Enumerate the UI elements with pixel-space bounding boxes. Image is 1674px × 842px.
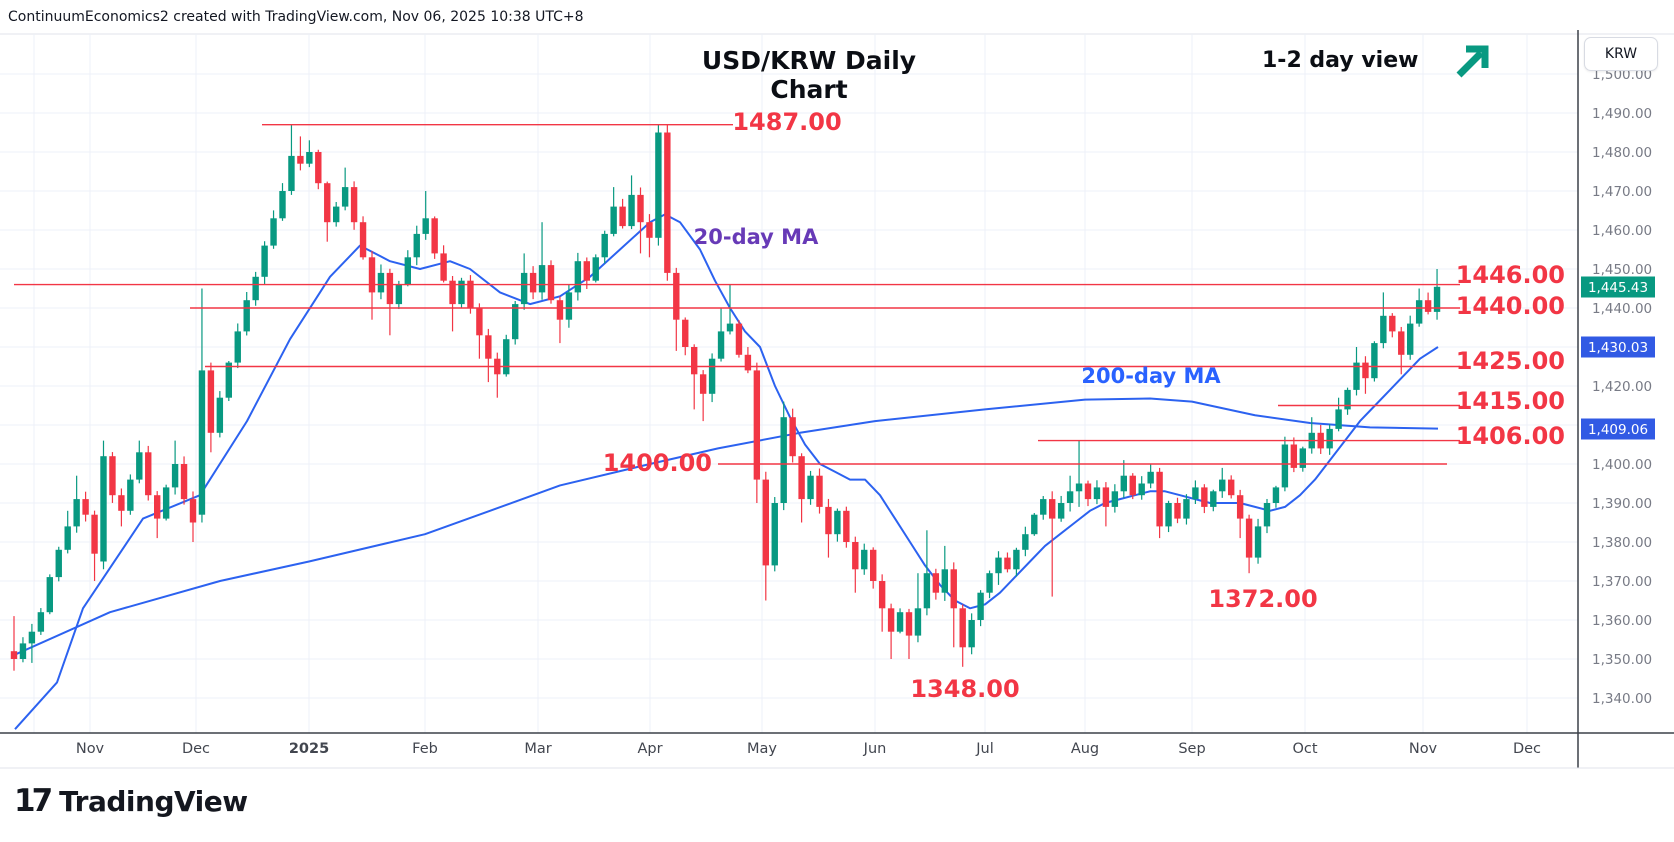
- price-axis-label: 1,400.00: [1592, 457, 1652, 473]
- last-value-badge: 1,445.43: [1588, 280, 1648, 296]
- ma-200-line: [13, 397, 1439, 657]
- time-axis-label: Nov: [76, 741, 105, 757]
- time-axis-label: 2025: [289, 741, 329, 757]
- tradingview-brand-text: TradingView: [59, 784, 248, 818]
- price-axis-label: 1,460.00: [1592, 223, 1652, 239]
- ma-labels: 20-day MA 200-day MA: [694, 225, 1222, 388]
- time-axis-label: Jun: [863, 741, 887, 757]
- price-badges: 1,445.43 1,430.03 1,409.06: [1581, 276, 1655, 440]
- price-axis-label: 1,370.00: [1592, 574, 1652, 590]
- price-axis-label: 1,360.00: [1592, 613, 1652, 629]
- axis-frame: [0, 30, 1674, 769]
- candlestick-series: [10, 124, 1441, 671]
- credit-line: ContinuumEconomics2 created with Trading…: [8, 9, 584, 25]
- price-axis-label: 1,420.00: [1592, 379, 1652, 395]
- price-axis-label: 1,440.00: [1592, 301, 1652, 317]
- price-note-label: 1372.00: [1208, 585, 1317, 613]
- grid-lines: [0, 33, 1674, 733]
- price-axis-label: 1,380.00: [1592, 535, 1652, 551]
- view-horizon-note: 1-2 day view: [1262, 48, 1419, 73]
- level-label: 1406.00: [1456, 422, 1565, 450]
- tradingview-logo[interactable]: 17 TradingView: [14, 783, 248, 819]
- price-axis-label: 1,500.00: [1592, 67, 1652, 83]
- price-axis-label: 1,480.00: [1592, 145, 1652, 161]
- level-label: 1446.00: [1456, 261, 1565, 289]
- tradingview-mark-icon: 17: [14, 783, 53, 819]
- time-axis[interactable]: Nov Dec 2025 Feb Mar Apr May Jun Jul Aug Sep Oct Nov…: [76, 741, 1541, 757]
- support-resistance-levels: 1487.00 1446.00 1440.00 1425.00 1415.00 1406.…: [14, 108, 1565, 703]
- time-axis-label: Jul: [975, 741, 994, 757]
- level-label: 1487.00: [732, 108, 841, 136]
- time-axis-label: Sep: [1178, 741, 1205, 757]
- price-axis-label: 1,340.00: [1592, 691, 1652, 707]
- time-axis-label: Mar: [524, 741, 551, 757]
- price-axis-label: 1,450.00: [1592, 262, 1652, 278]
- price-axis-label: 1,470.00: [1592, 184, 1652, 200]
- arrow-up-right-icon: [1452, 42, 1492, 82]
- ma200-label: 200-day MA: [1081, 364, 1221, 388]
- time-axis-label: Dec: [1513, 741, 1541, 757]
- time-axis-label: Feb: [412, 741, 438, 757]
- chart-title: USD/KRW Daily Chart: [701, 46, 917, 104]
- currency-unit-button[interactable]: KRW: [1584, 37, 1658, 71]
- time-axis-label: May: [747, 741, 777, 757]
- currency-unit-label: KRW: [1604, 46, 1638, 62]
- time-axis-label: Apr: [637, 741, 662, 757]
- last-value-badge: 1,409.06: [1588, 422, 1648, 438]
- price-axis: 1,340.00 1,350.00 1,360.00 1,370.00 1,380.00…: [1592, 67, 1652, 707]
- ma20-label: 20-day MA: [694, 225, 819, 249]
- level-label: 1425.00: [1456, 347, 1565, 375]
- price-axis-label: 1,490.00: [1592, 106, 1652, 122]
- price-note-label: 1348.00: [910, 675, 1019, 703]
- time-axis-label: Oct: [1292, 741, 1317, 757]
- level-label: 1415.00: [1456, 387, 1565, 415]
- time-axis-label: Dec: [182, 741, 210, 757]
- price-axis-label: 1,390.00: [1592, 496, 1652, 512]
- last-value-badge: 1,430.03: [1588, 340, 1648, 356]
- time-axis-label: Nov: [1409, 741, 1438, 757]
- price-axis-label: 1,350.00: [1592, 652, 1652, 668]
- ma-20-line: [14, 213, 1439, 730]
- time-axis-label: Aug: [1071, 741, 1099, 757]
- level-label: 1400.00: [603, 449, 712, 477]
- level-label: 1440.00: [1456, 292, 1565, 320]
